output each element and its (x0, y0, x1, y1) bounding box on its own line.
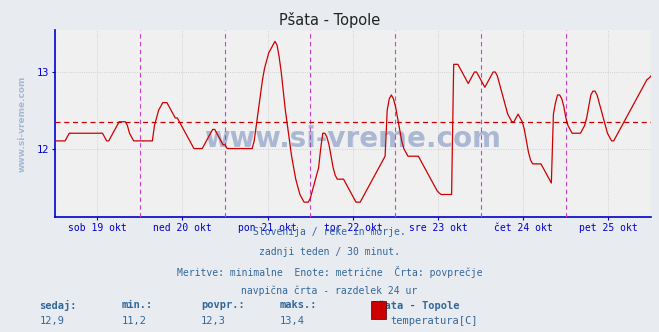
Text: navpična črta - razdelek 24 ur: navpična črta - razdelek 24 ur (241, 285, 418, 296)
Text: www.si-vreme.com: www.si-vreme.com (17, 75, 26, 172)
Text: 12,9: 12,9 (40, 316, 65, 326)
Text: zadnji teden / 30 minut.: zadnji teden / 30 minut. (259, 247, 400, 257)
Text: 12,3: 12,3 (201, 316, 226, 326)
Text: temperatura[C]: temperatura[C] (390, 316, 478, 326)
Text: www.si-vreme.com: www.si-vreme.com (204, 125, 501, 153)
Text: povpr.:: povpr.: (201, 300, 244, 310)
Text: min.:: min.: (122, 300, 153, 310)
Text: Slovenija / reke in morje.: Slovenija / reke in morje. (253, 227, 406, 237)
Text: 11,2: 11,2 (122, 316, 147, 326)
Text: Meritve: minimalne  Enote: metrične  Črta: povprečje: Meritve: minimalne Enote: metrične Črta:… (177, 266, 482, 278)
Text: Pšata - Topole: Pšata - Topole (372, 300, 460, 311)
Text: Pšata - Topole: Pšata - Topole (279, 12, 380, 28)
Text: sedaj:: sedaj: (40, 300, 77, 311)
Text: 13,4: 13,4 (280, 316, 305, 326)
Text: maks.:: maks.: (280, 300, 318, 310)
